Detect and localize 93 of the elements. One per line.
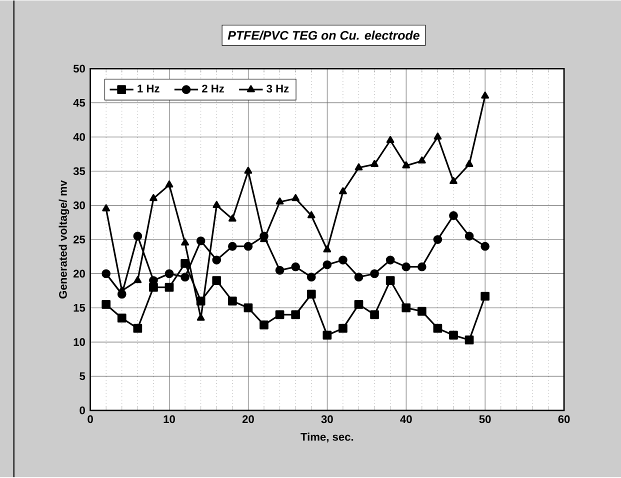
point [417,307,426,316]
point [450,177,458,184]
point [181,238,189,246]
y-tick-label: 5 [80,372,86,380]
point [338,256,348,265]
point [418,156,426,164]
y-tick-label: 50 [73,64,85,73]
y-tick-label: 20 [73,270,85,278]
y-tick-label: 45 [73,99,86,107]
point [480,242,490,251]
point [434,132,442,140]
point [465,160,474,168]
point [402,304,411,312]
point [291,262,300,272]
point [228,296,237,306]
legend-label: 1 Hz [138,84,160,93]
point [386,276,395,286]
y-tick-label: 30 [73,202,85,210]
point [417,262,426,272]
point [180,259,190,268]
x-tick-label: 60 [558,415,570,424]
point [292,194,300,202]
point [291,310,300,320]
x-tick-label: 40 [400,415,412,424]
point [275,310,284,320]
point [449,330,458,340]
point [165,180,174,188]
x-axis-title: Time, sec. [300,432,354,443]
point [322,260,332,270]
point [102,269,111,278]
point [180,272,190,282]
point [480,292,490,301]
point [306,290,316,299]
point [354,164,363,171]
y-tick-label: 10 [74,338,85,346]
point [464,232,474,241]
point [196,296,206,306]
point [212,276,222,286]
point [117,314,126,323]
point [244,166,252,174]
point [164,283,174,292]
x-tick-label: 30 [321,415,333,424]
point [102,204,110,212]
point [323,246,332,253]
x-tick-label: 10 [164,415,175,424]
y-tick-label: 35 [73,167,86,176]
point [102,300,111,310]
point [402,262,411,272]
point [212,256,222,265]
point [306,272,316,282]
point [449,211,458,220]
point [386,136,394,144]
point [244,242,253,251]
point [338,324,348,333]
point [133,232,142,241]
y-tick-label: 40 [73,133,85,142]
x-tick-label: 20 [242,415,254,424]
point [212,201,221,208]
x-tick-label: 50 [479,415,491,424]
point [370,160,378,168]
point [228,242,237,251]
point [322,330,332,340]
legend-label: 3 Hz [266,84,289,93]
y-tick-label: 0 [80,406,85,414]
point [354,272,364,282]
point [244,304,253,312]
point [354,300,364,310]
point [133,324,142,333]
point [275,266,284,275]
point [276,198,284,205]
y-axis-title: Generated voltage/ mv [58,180,70,299]
point [149,283,158,292]
point [433,324,442,333]
legend-label: 2 Hz [202,84,224,93]
point [307,211,316,218]
point [370,310,379,320]
point [402,161,410,169]
point [164,269,174,278]
point [433,235,442,244]
point [228,214,236,222]
chart-title: PTFE/PVC TEG on Cu. electrode [228,30,420,40]
point [370,269,379,278]
y-tick-label: 25 [73,236,86,244]
point [339,187,347,194]
point [481,92,490,99]
point [196,236,206,246]
point [260,320,268,330]
point [134,276,142,284]
y-tick-label: 15 [74,304,86,312]
point [150,194,158,202]
x-tick-label: 0 [88,415,93,424]
point [386,256,395,265]
point [464,336,474,345]
